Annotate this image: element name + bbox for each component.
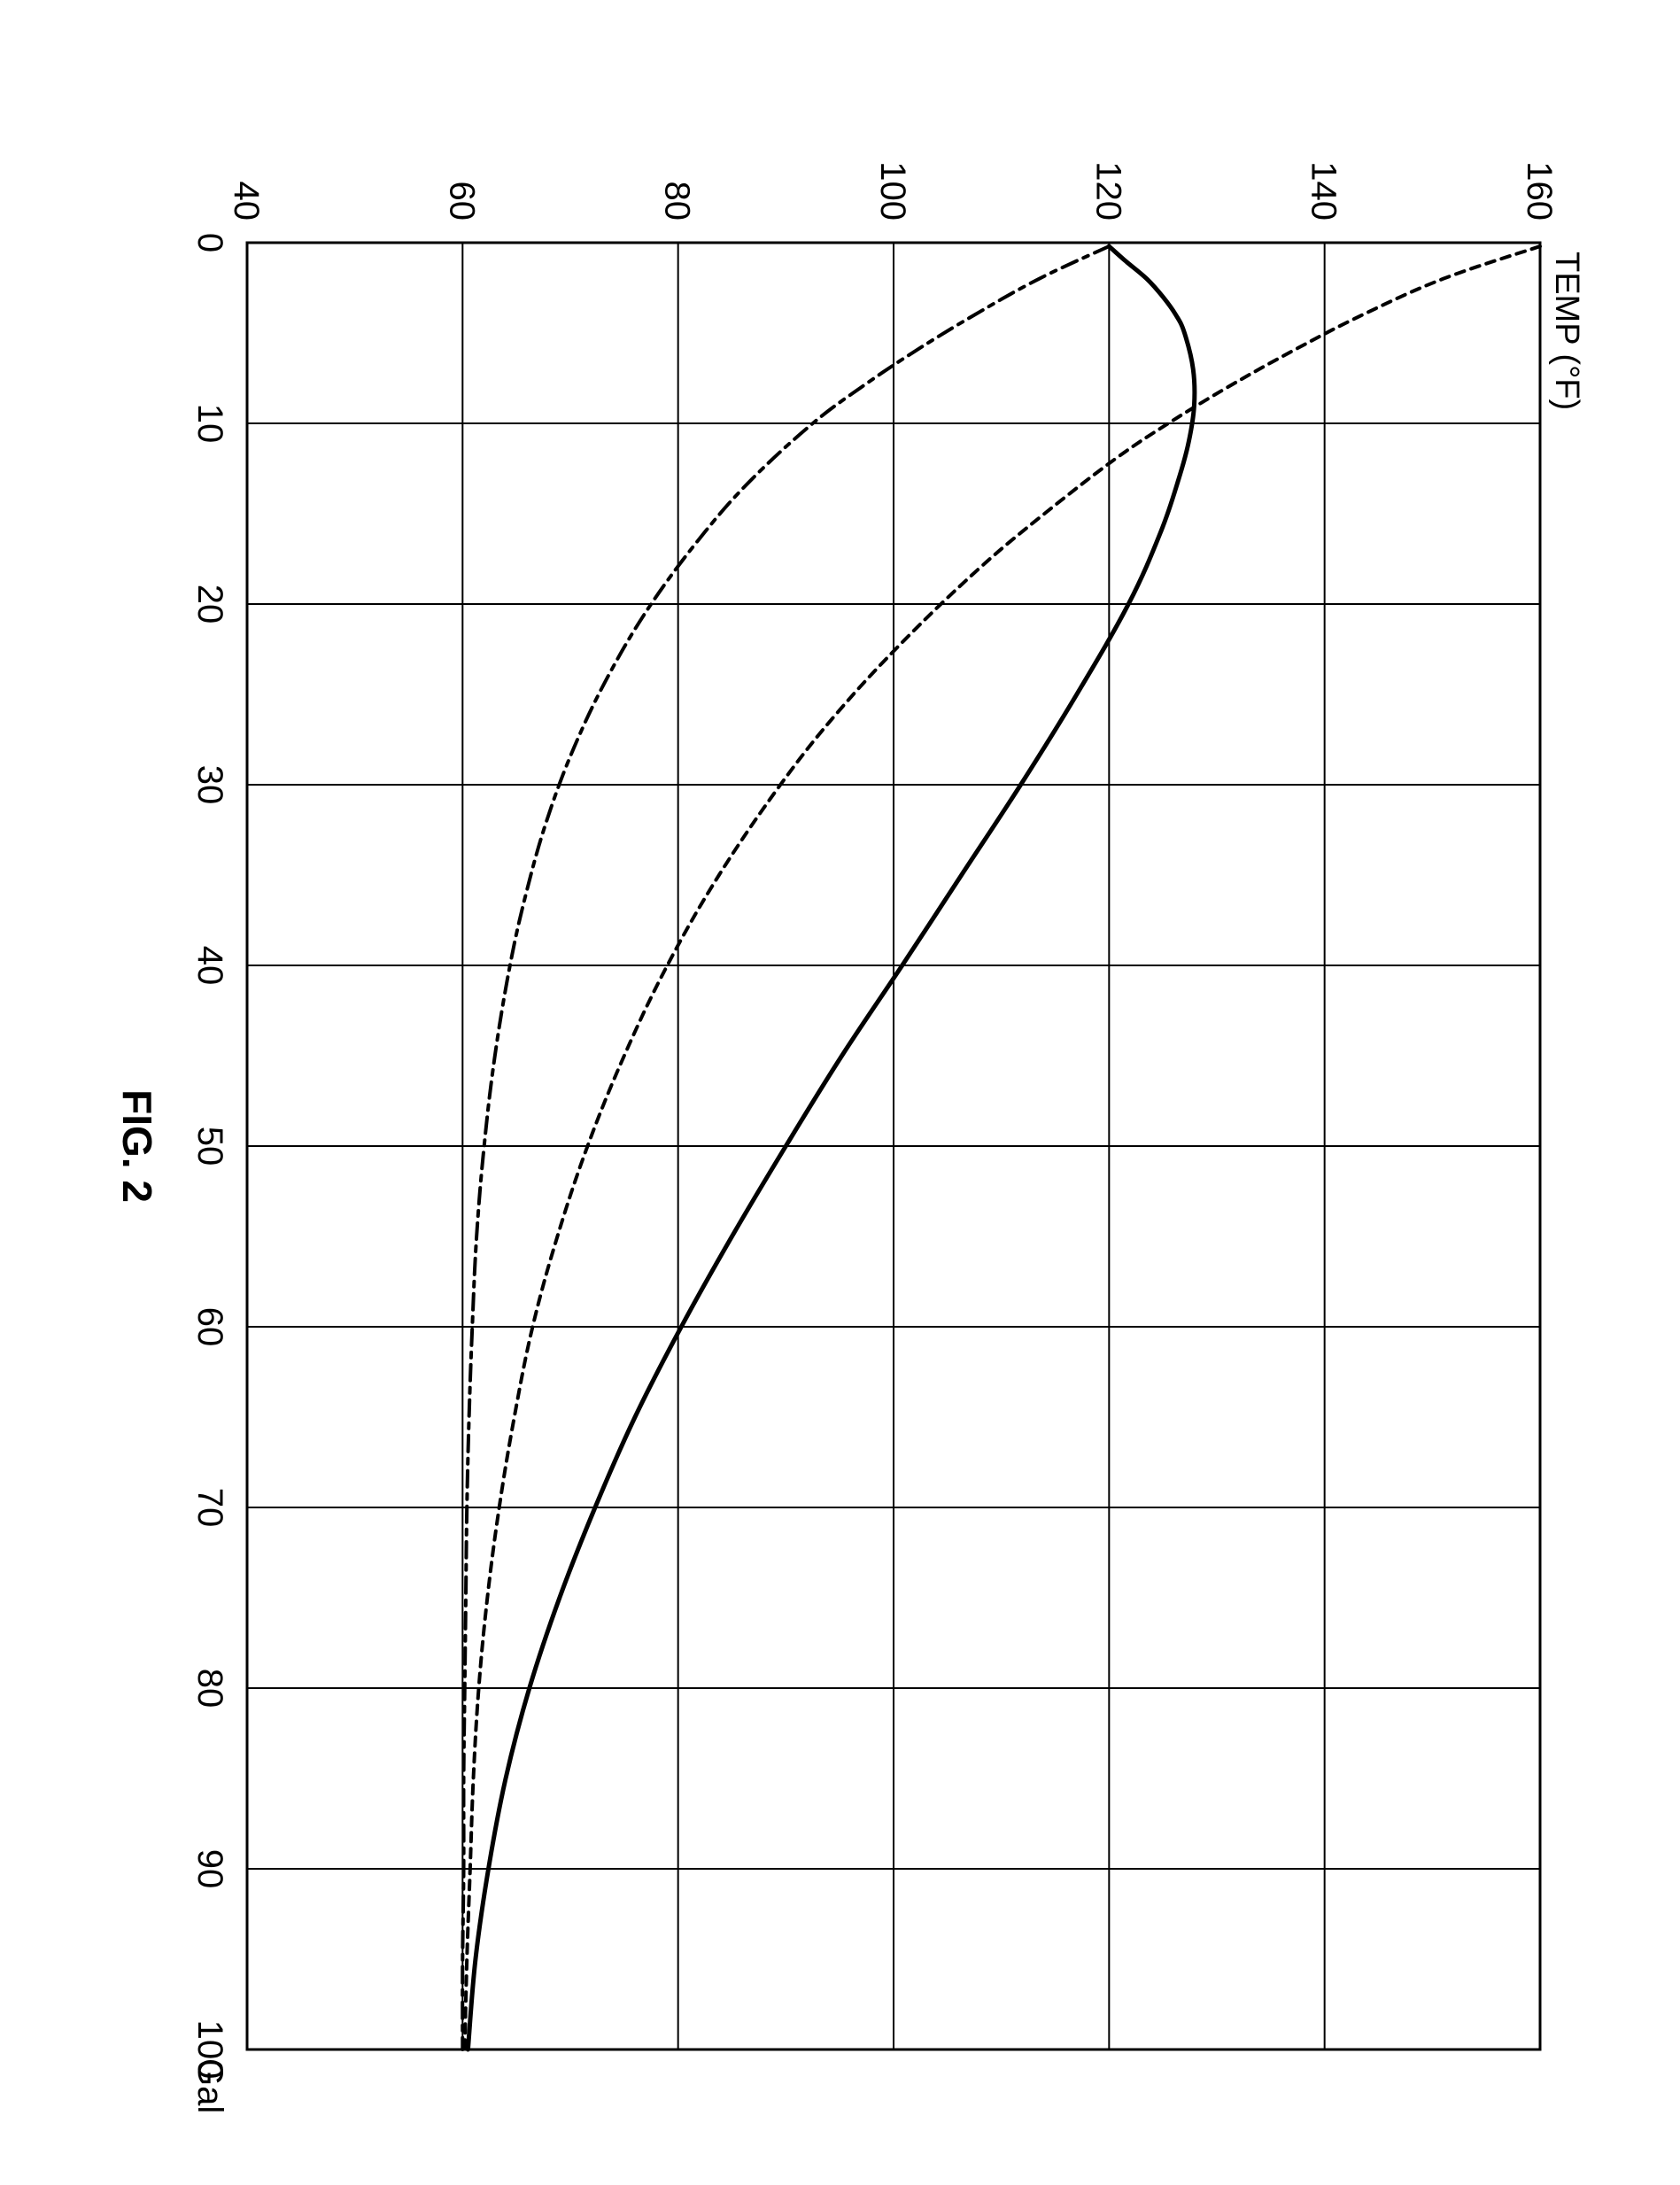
x-tick-label: 50	[190, 1126, 229, 1166]
x-tick-label: 20	[190, 584, 229, 624]
y-tick-label: 60	[442, 181, 481, 221]
figure-caption: FIG. 2	[114, 1089, 160, 1203]
x-tick-label: 80	[190, 1668, 229, 1708]
y-axis-label: TEMP (°F)	[1548, 252, 1585, 410]
x-tick-label: 60	[190, 1306, 229, 1346]
temp-vs-gallons-chart: 0102030405060708090100406080100120140160…	[88, 74, 1593, 2111]
y-tick-label: 140	[1304, 161, 1343, 221]
y-tick-label: 160	[1520, 161, 1559, 221]
y-tick-label: 80	[657, 181, 696, 221]
x-tick-label: 0	[190, 232, 229, 252]
y-tick-label: 120	[1088, 161, 1127, 221]
curve-solid	[468, 246, 1195, 2049]
x-tick-label: 10	[190, 403, 229, 443]
x-tick-label: 30	[190, 764, 229, 804]
curve-dashed	[464, 246, 1539, 2049]
y-tick-label: 100	[873, 161, 912, 221]
y-tick-label: 40	[227, 181, 266, 221]
x-tick-label: 90	[190, 1848, 229, 1888]
x-tick-label: 40	[190, 945, 229, 985]
x-axis-label: Gallons	[190, 2058, 229, 2111]
chart-container: 0102030405060708090100406080100120140160…	[88, 74, 1593, 2111]
x-tick-label: 70	[190, 1487, 229, 1527]
